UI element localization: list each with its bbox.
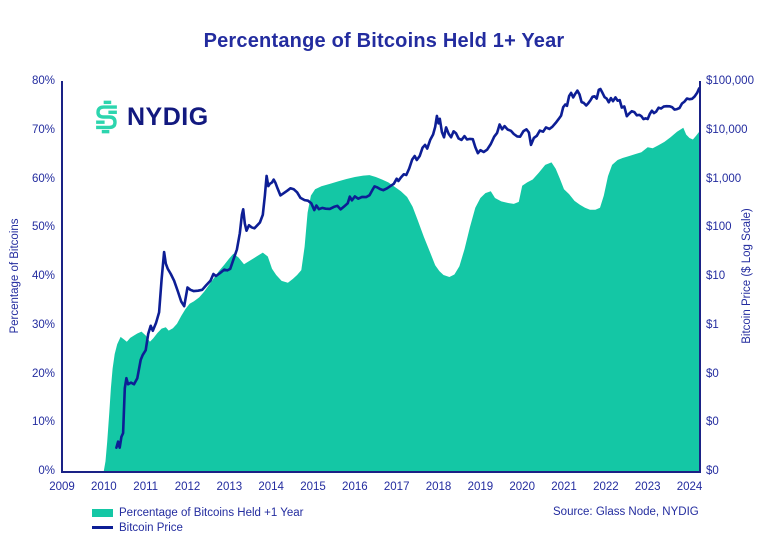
x-tick-label: 2018 bbox=[425, 481, 452, 493]
y-left-tick-label: 50% bbox=[31, 221, 55, 234]
y-left-tick-label: 70% bbox=[31, 123, 55, 136]
legend-swatch-line bbox=[92, 526, 113, 529]
held-percentage-area bbox=[103, 127, 700, 472]
y-left-tick-label: 30% bbox=[31, 318, 55, 331]
chart-legend: Percentage of Bitcoins Held +1 Year Bitc… bbox=[92, 505, 303, 535]
x-tick-label: 2022 bbox=[593, 481, 619, 493]
x-tick-label: 2020 bbox=[509, 481, 535, 493]
y-right-tick-label: $0 bbox=[706, 465, 719, 477]
x-tick-label: 2017 bbox=[383, 481, 410, 493]
chart-title: Percentange of Bitcoins Held 1+ Year bbox=[203, 30, 565, 52]
legend-item-line: Bitcoin Price bbox=[92, 520, 303, 535]
y-right-tick-label: $100 bbox=[706, 221, 732, 234]
legend-item-area: Percentage of Bitcoins Held +1 Year bbox=[92, 505, 303, 520]
y-axis-right-title: Bitcoin Price ($ Log Scale) bbox=[741, 208, 753, 344]
y-left-tick-label: 20% bbox=[31, 367, 55, 380]
y-right-tick-label: $10 bbox=[706, 270, 726, 282]
nydig-logo-text: NYDIG bbox=[127, 102, 209, 131]
y-left-tick-label: 0% bbox=[38, 465, 55, 477]
x-tick-label: 2011 bbox=[133, 481, 159, 493]
nydig-logo: NYDIG bbox=[93, 100, 209, 134]
y-left-tick-label: 80% bbox=[31, 75, 55, 87]
source-text: Source: Glass Node, NYDIG bbox=[553, 506, 699, 518]
legend-swatch-area bbox=[92, 508, 113, 517]
y-right-tick-label: $0 bbox=[706, 367, 719, 380]
y-left-tick-label: 60% bbox=[31, 172, 55, 185]
bitcoin-price-line bbox=[115, 87, 701, 449]
y-right-tick-label: $0 bbox=[706, 416, 719, 429]
x-tick-label: 2014 bbox=[258, 481, 284, 493]
x-tick-label: 2013 bbox=[216, 481, 243, 493]
nydig-logo-icon bbox=[96, 100, 117, 134]
x-tick-label: 2016 bbox=[342, 481, 368, 493]
y-right-tick-label: $1 bbox=[706, 318, 719, 331]
x-tick-label: 2024 bbox=[676, 481, 703, 493]
y-right-tick-label: $10,000 bbox=[706, 123, 748, 136]
y-axis-left-title: Percentage of Bitcoins bbox=[9, 218, 21, 334]
x-tick-label: 2012 bbox=[174, 481, 201, 493]
x-tick-label: 2019 bbox=[467, 481, 494, 493]
y-left-tick-label: 40% bbox=[31, 270, 55, 282]
x-tick-label: 2009 bbox=[49, 481, 75, 493]
legend-label-area: Percentage of Bitcoins Held +1 Year bbox=[119, 506, 304, 519]
legend-label-line: Bitcoin Price bbox=[119, 521, 183, 534]
x-tick-label: 2023 bbox=[634, 481, 661, 493]
x-tick-label: 2015 bbox=[300, 481, 326, 493]
y-right-tick-label: $1,000 bbox=[706, 172, 742, 185]
y-right-tick-label: $100,000 bbox=[706, 75, 754, 87]
y-left-tick-label: 10% bbox=[31, 416, 55, 429]
x-tick-label: 2021 bbox=[551, 481, 577, 493]
x-tick-label: 2010 bbox=[91, 481, 117, 493]
